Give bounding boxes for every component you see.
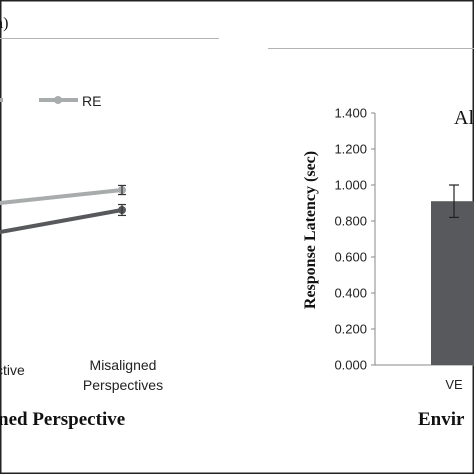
bar-ve <box>431 201 474 365</box>
right-panel: Response Latency (sec) 0.0000.2000.4000.… <box>302 106 474 430</box>
y-tick-label: 1.400 <box>334 106 367 121</box>
left-legend: RE <box>0 93 101 109</box>
x-tick-label-misaligned: Misaligned Perspectives <box>83 357 163 393</box>
series-line-other <box>0 208 124 234</box>
right-x-axis-title: Envir <box>418 409 465 430</box>
left-plot-area <box>0 184 126 234</box>
y-tick-label: 0.000 <box>334 358 367 373</box>
y-tick-label: 1.200 <box>334 142 367 157</box>
left-panel-tag: a) <box>0 15 8 32</box>
y-tick-label: 0.400 <box>334 286 367 301</box>
x-tick-label-ve: VE <box>445 377 463 392</box>
right-panel-tag: Al <box>454 107 474 129</box>
legend-re-label: RE <box>82 93 101 109</box>
y-axis-title: Response Latency (sec) <box>302 151 319 309</box>
y-tick-label: 0.600 <box>334 250 367 265</box>
y-tick-label: 0.800 <box>334 214 367 229</box>
left-x-axis-title: ned Perspective <box>0 409 125 430</box>
series-line-re <box>0 188 124 205</box>
right-axes: 0.000 0.200 0.400 0.600 0.800 1.000 1.200 1.400 <box>334 106 474 373</box>
right-plot-area: VE <box>431 184 474 392</box>
x-tick-label-aligned: ctive <box>0 362 25 378</box>
y-tick-label: 1.000 <box>334 178 367 193</box>
legend-re-marker <box>54 96 62 104</box>
y-tick-label: 0.200 <box>334 322 367 337</box>
